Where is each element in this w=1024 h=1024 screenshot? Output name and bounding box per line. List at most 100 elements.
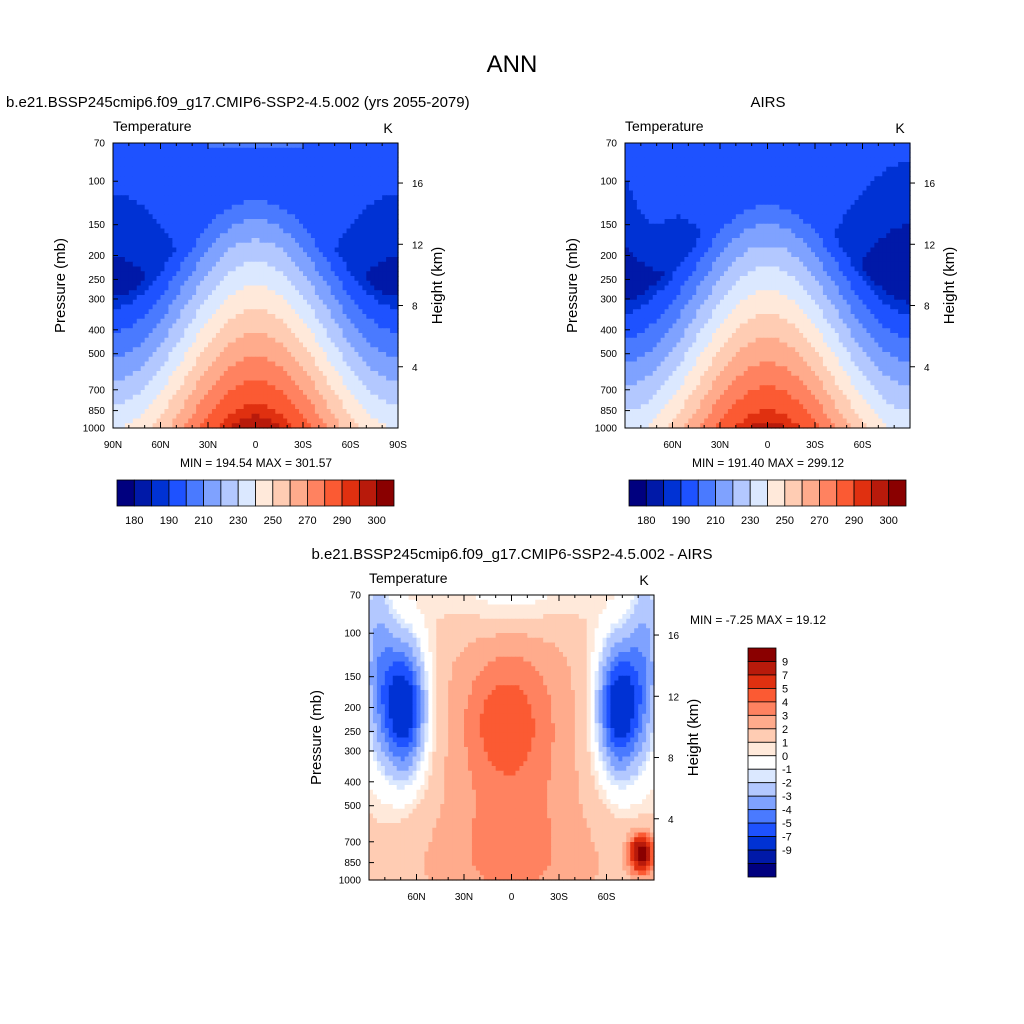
contour-cell (200, 162, 205, 168)
contour-cell (267, 318, 272, 325)
contour-cell (656, 176, 662, 182)
contour-cell (350, 404, 356, 410)
contour-cell (386, 190, 391, 196)
contour-cell (231, 209, 237, 215)
contour-cell (358, 276, 363, 282)
contour-cell (235, 223, 241, 230)
contour-cell (144, 314, 150, 320)
contour-cell (251, 356, 257, 363)
contour-cell (354, 333, 360, 339)
contour-cell (128, 147, 134, 154)
contour-cell (152, 328, 158, 334)
contour-cell (834, 143, 840, 149)
contour-cell (227, 371, 233, 377)
contour-cell (243, 185, 249, 192)
contour-cell (215, 252, 221, 258)
contour-cell (124, 242, 130, 249)
contour-cell (303, 394, 308, 401)
contour-cell (688, 176, 693, 182)
contour-cell (160, 309, 166, 315)
colorbar-label: 250 (264, 515, 282, 527)
contour-cell (259, 157, 265, 163)
contour-cell (303, 314, 308, 320)
contour-cell (314, 200, 320, 206)
contour-cell (144, 223, 150, 230)
contour-cell (394, 195, 399, 201)
contour-cell (680, 152, 685, 158)
contour-cell (140, 380, 146, 386)
contour-cell (295, 290, 300, 296)
contour-cell (259, 204, 265, 211)
contour-cell (160, 157, 166, 163)
contour-cell (874, 147, 879, 154)
contour-cell (116, 333, 122, 339)
contour-cell (378, 238, 383, 244)
contour-cell (255, 176, 261, 182)
contour-cell (267, 295, 272, 301)
contour-cell (390, 266, 395, 272)
contour-cell (291, 200, 296, 206)
contour-cell (334, 214, 340, 220)
contour-cell (124, 342, 130, 348)
contour-cell (291, 223, 296, 230)
contour-cell (354, 423, 360, 429)
contour-cell (231, 309, 237, 315)
contour-cell (267, 347, 272, 353)
contour-cell (370, 423, 375, 429)
contour-cell (128, 361, 134, 367)
contour-cell (211, 290, 217, 296)
contour-cell (200, 147, 205, 154)
contour-cell (271, 147, 276, 154)
contour-cell (354, 271, 360, 277)
contour-cell (632, 147, 638, 154)
contour-cell (136, 181, 142, 187)
y2-tick-label: 8 (412, 302, 418, 313)
contour-cell (267, 171, 272, 177)
contour-cell (295, 328, 300, 334)
contour-cell (688, 171, 693, 177)
contour-cell (346, 323, 352, 329)
contour-cell (148, 266, 154, 272)
contour-cell (314, 209, 320, 215)
contour-cell (164, 242, 170, 249)
contour-cell (314, 318, 320, 325)
contour-cell (113, 328, 118, 334)
contour-cell (176, 152, 181, 158)
contour-cell (132, 409, 138, 415)
contour-cell (287, 418, 292, 424)
contour-cell (156, 366, 162, 372)
contour-cell (287, 271, 292, 277)
contour-cell (132, 375, 138, 382)
contour-cell (271, 394, 276, 401)
contour-cell (283, 209, 288, 215)
contour-cell (168, 323, 173, 329)
contour-cell (132, 295, 138, 301)
contour-cell (160, 276, 166, 282)
contour-cell (326, 266, 332, 272)
contour-cell (283, 152, 288, 158)
contour-cell (239, 385, 245, 391)
contour-cell (152, 314, 158, 320)
contour-cell (259, 375, 265, 382)
contour-cell (140, 394, 146, 401)
contour-cell (215, 157, 221, 163)
contour-cell (295, 266, 300, 272)
contour-cell (370, 314, 375, 320)
contour-cell (231, 257, 237, 263)
contour-cell (386, 261, 391, 268)
contour-cell (128, 176, 134, 182)
contour-cell (354, 385, 360, 391)
contour-cell (113, 295, 118, 301)
contour-cell (382, 242, 387, 249)
contour-cell (208, 143, 213, 149)
contour-cell (243, 195, 249, 201)
contour-cell (299, 404, 304, 410)
contour-cell (204, 143, 209, 149)
contour-cell (275, 404, 280, 410)
contour-cell (116, 261, 122, 268)
contour-cell (358, 223, 363, 230)
contour-cell (140, 143, 146, 149)
contour-cell (259, 233, 265, 239)
contour-cell (326, 356, 332, 363)
contour-cell (668, 162, 674, 168)
